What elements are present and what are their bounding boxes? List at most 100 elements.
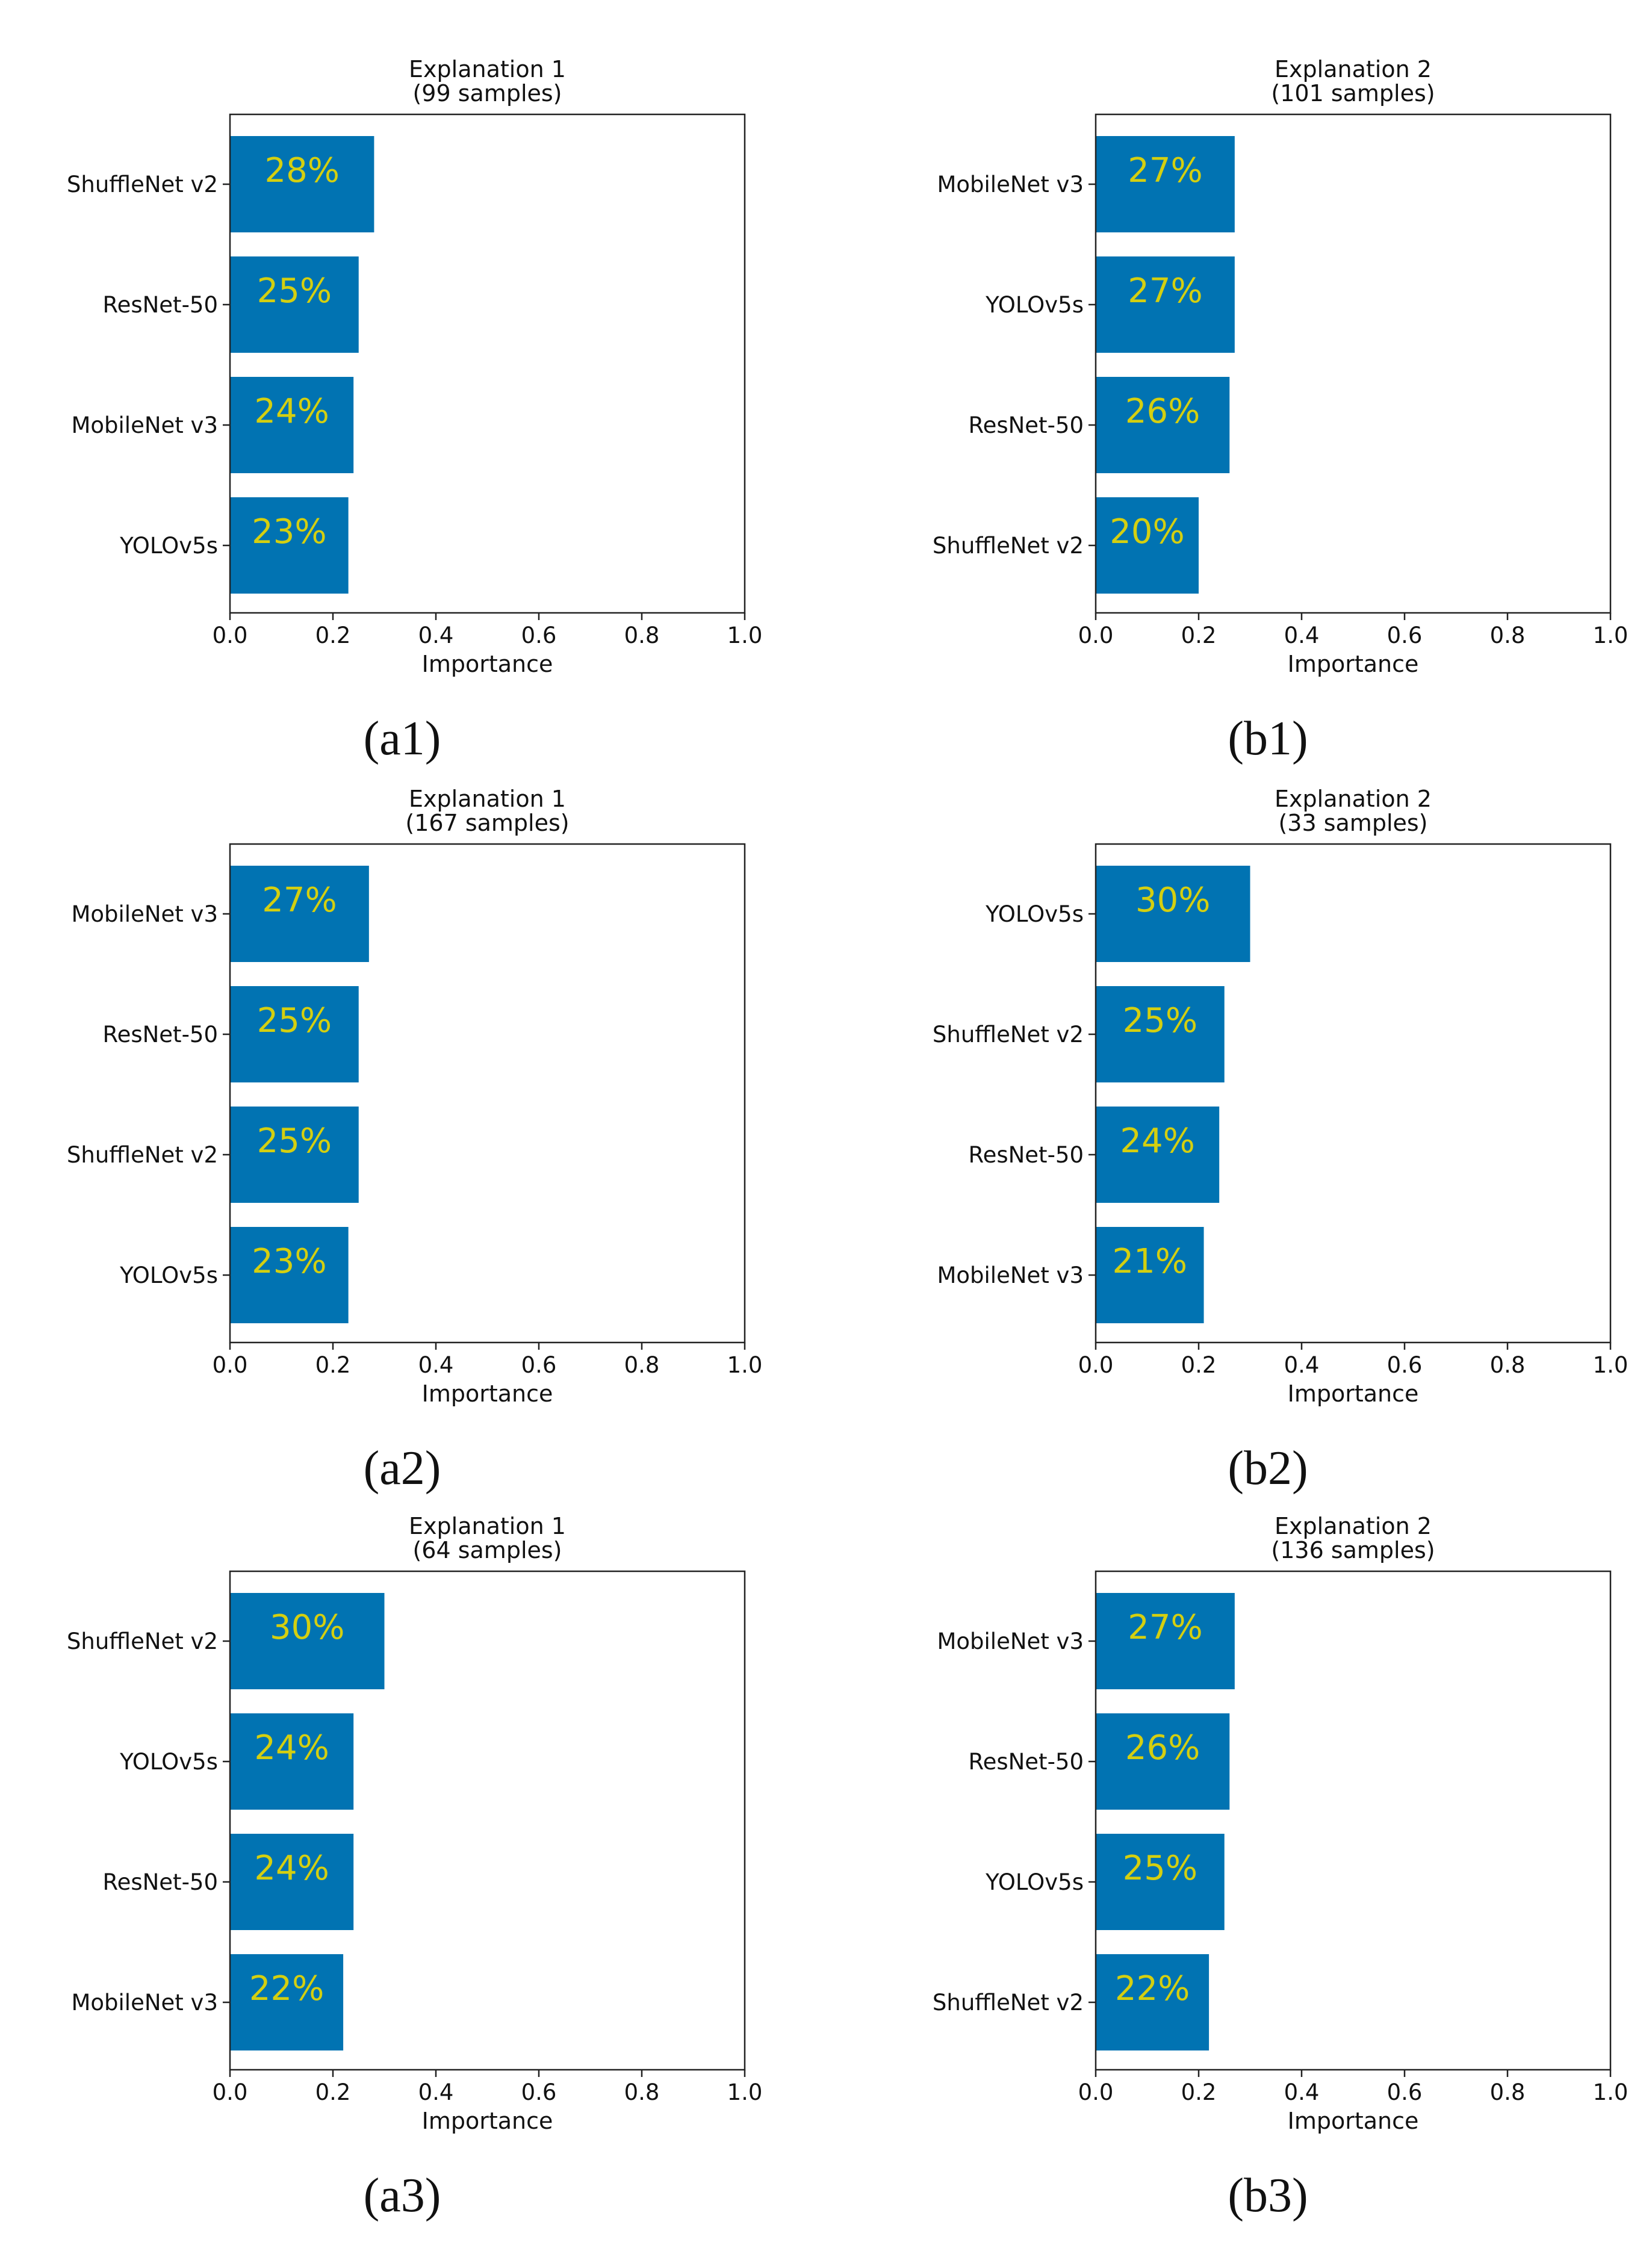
chart-panel-a1: Explanation 1(99 samples) ShuffleNet v2 Re… <box>67 56 763 765</box>
bar <box>230 1227 349 1323</box>
chart-title: Explanation 1 <box>409 56 566 82</box>
y-tick-label: ShuffleNet v2 <box>933 533 1084 559</box>
x-axis-label: Importance <box>422 2108 553 2134</box>
bar <box>230 866 369 962</box>
plot-frame <box>229 843 746 1344</box>
x-tick-label: 0.4 <box>418 1352 454 1378</box>
x-tick-label: 1.0 <box>1593 622 1629 648</box>
x-tick-label: 0.6 <box>1387 1352 1423 1378</box>
x-tick-label: 0.2 <box>1181 2079 1217 2105</box>
plot-frame <box>229 113 746 614</box>
x-tick-label: 0.8 <box>624 622 660 648</box>
x-axis-label: Importance <box>1288 1380 1419 1407</box>
panel-caption: (a2) <box>364 1442 441 1495</box>
bar <box>1096 866 1250 962</box>
data-label: 25% <box>257 1122 332 1161</box>
panel-caption: (a1) <box>364 712 441 765</box>
y-tick-label: ShuffleNet v2 <box>933 1022 1084 1048</box>
y-tick-label: MobileNet v3 <box>937 1628 1084 1654</box>
data-label: 24% <box>254 1728 329 1768</box>
bar <box>1096 1593 1235 1689</box>
chart-title: Explanation 2 <box>1275 56 1432 82</box>
x-axis-label: Importance <box>1288 651 1419 677</box>
chart-subtitle: (136 samples) <box>1271 1537 1435 1563</box>
data-label: 30% <box>270 1608 344 1647</box>
bar <box>1096 256 1235 353</box>
chart-title: Explanation 2 <box>1275 786 1432 812</box>
x-tick-label: 0.6 <box>521 622 557 648</box>
y-tick-label: YOLOv5s <box>985 292 1084 318</box>
x-tick-label: 0.2 <box>315 622 351 648</box>
bar <box>1096 377 1230 473</box>
data-label: 22% <box>249 1969 324 2008</box>
x-tick-label: 0.4 <box>1284 2079 1320 2105</box>
y-tick-label: ShuffleNet v2 <box>933 1990 1084 2016</box>
panel-caption: (b2) <box>1228 1442 1308 1495</box>
x-tick-label: 1.0 <box>727 2079 763 2105</box>
y-tick-label: YOLOv5s <box>985 901 1084 927</box>
bar <box>230 1954 344 2050</box>
x-tick-label: 0.0 <box>1078 1352 1114 1378</box>
x-tick-label: 0.2 <box>315 1352 351 1378</box>
data-label: 26% <box>1125 1728 1200 1768</box>
chart-title: Explanation 2 <box>1275 1513 1432 1539</box>
y-tick-label: YOLOv5s <box>985 1869 1084 1895</box>
bar <box>230 986 359 1082</box>
x-tick-label: 0.4 <box>1284 1352 1320 1378</box>
bar <box>230 256 359 353</box>
x-tick-label: 0.0 <box>1078 622 1114 648</box>
data-label: 25% <box>1123 1001 1197 1040</box>
y-tick-label: MobileNet v3 <box>71 901 218 927</box>
x-tick-label: 0.0 <box>213 622 248 648</box>
data-label: 25% <box>1123 1849 1197 1888</box>
x-tick-label: 0.6 <box>521 2079 557 2105</box>
bar <box>1096 1107 1220 1203</box>
x-tick-label: 1.0 <box>727 622 763 648</box>
panel-caption: (b3) <box>1228 2169 1308 2222</box>
chart-panel-b2: Explanation 2(33 samples) YOLOv5s ShuffleN… <box>933 786 1629 1495</box>
x-axis-label: Importance <box>422 1380 553 1407</box>
x-axis-label: Importance <box>1288 2108 1419 2134</box>
y-tick-label: ResNet-50 <box>969 1749 1084 1775</box>
data-label: 20% <box>1110 512 1184 551</box>
chart-title: Explanation 1 <box>409 1513 566 1539</box>
data-label: 24% <box>254 1849 329 1888</box>
data-label: 28% <box>264 151 339 190</box>
x-tick-label: 0.4 <box>1284 622 1320 648</box>
data-label: 30% <box>1135 881 1210 920</box>
bar <box>230 1593 385 1689</box>
x-tick-label: 0.2 <box>1181 1352 1217 1378</box>
x-tick-label: 0.0 <box>213 2079 248 2105</box>
panel-caption: (a3) <box>364 2169 441 2222</box>
chart-title: Explanation 1 <box>409 786 566 812</box>
y-tick-label: MobileNet v3 <box>937 172 1084 197</box>
x-tick-label: 0.8 <box>1490 1352 1526 1378</box>
y-tick-label: ResNet-50 <box>969 1142 1084 1168</box>
data-label: 24% <box>254 392 329 431</box>
bar <box>1096 986 1225 1082</box>
y-tick-label: ResNet-50 <box>103 292 218 318</box>
bar <box>230 497 349 594</box>
y-tick-label: MobileNet v3 <box>71 412 218 438</box>
y-tick-label: YOLOv5s <box>119 533 218 559</box>
x-tick-label: 0.6 <box>1387 2079 1423 2105</box>
x-tick-label: 0.6 <box>1387 622 1423 648</box>
x-tick-label: 0.0 <box>1078 2079 1114 2105</box>
x-axis-label: Importance <box>422 651 553 677</box>
x-tick-label: 0.0 <box>213 1352 248 1378</box>
y-tick-label: ShuffleNet v2 <box>67 1628 218 1654</box>
bar <box>1096 497 1199 594</box>
y-tick-label: MobileNet v3 <box>937 1262 1084 1288</box>
data-label: 25% <box>257 1001 332 1040</box>
chart-panel-b3: Explanation 2(136 samples) MobileNet v3 Re… <box>933 1513 1629 2222</box>
bar <box>1096 1713 1230 1810</box>
bar <box>1096 1834 1225 1930</box>
chart-panel-b1: Explanation 2(101 samples) MobileNet v3 YO… <box>933 56 1629 765</box>
x-tick-label: 0.8 <box>624 2079 660 2105</box>
bar <box>230 1713 354 1810</box>
bar <box>1096 1954 1210 2050</box>
bar <box>230 1834 354 1930</box>
data-label: 22% <box>1115 1969 1190 2008</box>
x-tick-label: 1.0 <box>1593 1352 1629 1378</box>
